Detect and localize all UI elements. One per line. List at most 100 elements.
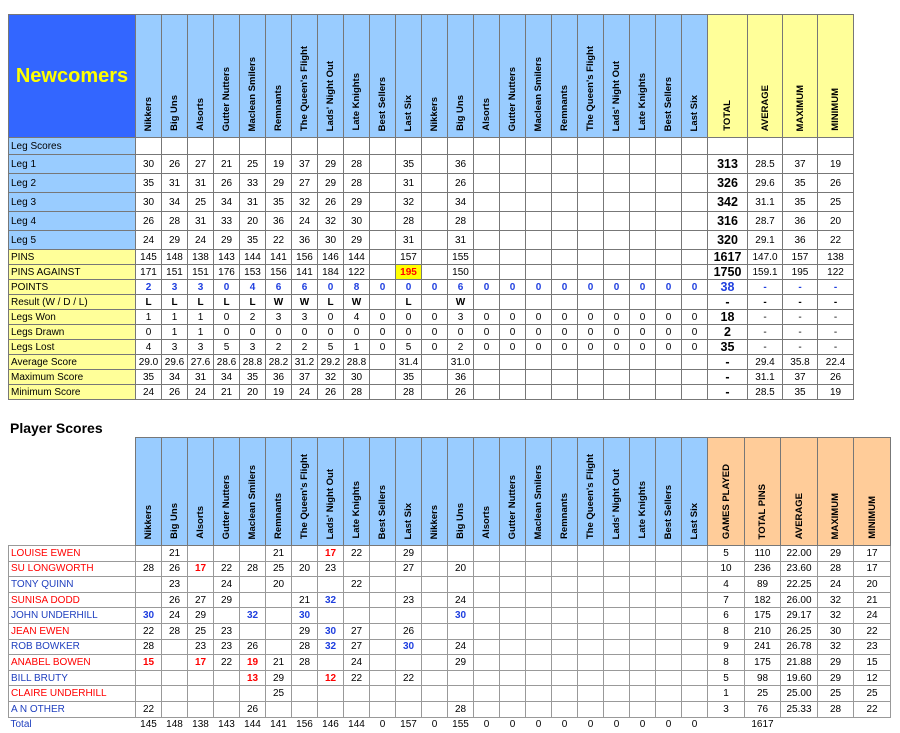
cell: 0 — [369, 339, 396, 355]
cell — [655, 638, 682, 656]
cell: 24 — [447, 638, 474, 656]
cell: 26.78 — [780, 638, 818, 656]
cell: 29 — [343, 230, 370, 250]
header-text: Gutter Nutters — [221, 66, 232, 131]
header-text: Best Sellers — [377, 484, 388, 539]
cell — [747, 137, 783, 155]
header-text: Alsorts — [481, 98, 492, 131]
cell: 0 — [499, 309, 526, 325]
row-label: Leg 1 — [8, 154, 136, 174]
cell: 23 — [853, 638, 891, 656]
header-text: Lads' Night Out — [325, 468, 336, 539]
cell: 241 — [744, 638, 781, 656]
cell — [655, 669, 682, 687]
cell: 32 — [317, 211, 344, 231]
cell — [369, 638, 396, 656]
cell: 0 — [655, 339, 682, 355]
cell — [421, 622, 448, 640]
cell — [265, 700, 292, 718]
cell — [187, 700, 214, 718]
player-name: CLAIRE UNDERHILL — [8, 685, 136, 702]
cell — [317, 576, 344, 593]
cell — [577, 591, 604, 609]
cell — [421, 354, 448, 370]
cell: 19 — [265, 154, 292, 174]
cell: 25 — [187, 192, 214, 212]
cell — [213, 685, 240, 702]
cell: 145 — [135, 249, 162, 265]
cell: 35 — [707, 339, 748, 355]
cell — [577, 154, 604, 174]
cell: 122 — [817, 264, 854, 280]
cell — [655, 685, 682, 702]
cell: 146 — [317, 249, 344, 265]
cell — [655, 369, 682, 385]
header-text: Big Uns — [169, 95, 180, 131]
cell — [499, 545, 526, 562]
cell: W — [291, 294, 318, 310]
cell — [577, 607, 604, 624]
cell: 22 — [213, 560, 240, 578]
cell: 0 — [665, 719, 672, 731]
cell — [525, 137, 552, 155]
cell — [525, 669, 552, 687]
cell: - — [782, 294, 818, 310]
header-text: Nikkers — [429, 96, 440, 131]
cell: 2 — [447, 339, 474, 355]
cell: L — [213, 294, 240, 310]
row-label: Legs Drawn — [8, 324, 136, 340]
row: Leg Scores — [8, 137, 854, 155]
cell — [239, 622, 266, 640]
cell — [577, 700, 604, 718]
cell: 30 — [291, 607, 318, 624]
cell — [291, 669, 318, 687]
cell: 25 — [817, 192, 854, 212]
team-header: Maclean Smilers — [525, 437, 552, 546]
cell — [629, 560, 656, 578]
row-label: Legs Lost — [8, 339, 136, 355]
header-text: Maclean Smilers — [247, 464, 258, 539]
header-text: The Queen's Flight — [299, 453, 310, 539]
cell — [473, 654, 500, 671]
cell: 32 — [817, 638, 854, 656]
cell: 0 — [431, 719, 438, 731]
header-text: Maclean Smilers — [247, 56, 258, 131]
cell: 3 — [707, 700, 745, 718]
cell — [161, 685, 188, 702]
cell — [369, 137, 396, 155]
cell — [551, 369, 578, 385]
cell — [551, 384, 578, 400]
total-row: Total 145 148 138 143 144 141 156 146 144 0 157 0 155… — [8, 717, 891, 733]
cell: 30 — [135, 192, 162, 212]
team-header: Alsorts — [473, 437, 500, 546]
cell — [213, 607, 240, 624]
cell: 12 — [317, 669, 344, 687]
cell: 19 — [817, 154, 854, 174]
cell: - — [782, 279, 818, 295]
cell: 22 — [343, 576, 370, 593]
cell: 195 — [782, 264, 818, 280]
cell — [421, 192, 448, 212]
cell: - — [817, 309, 854, 325]
cell: 35 — [265, 192, 292, 212]
cell — [525, 700, 552, 718]
cell — [499, 192, 526, 212]
cell: 1 — [161, 309, 188, 325]
cell — [551, 545, 578, 562]
cell: 7 — [707, 591, 745, 609]
cell — [681, 249, 708, 265]
cell — [681, 622, 708, 640]
header-row: Nikkers Big Uns Alsorts Gutter Nutters Macle… — [8, 437, 891, 546]
cell — [421, 607, 448, 624]
cell — [317, 685, 344, 702]
cell: 0 — [603, 279, 630, 295]
cell: 29 — [265, 669, 292, 687]
cell: W — [447, 294, 474, 310]
cell: 20 — [265, 576, 292, 593]
cell — [681, 369, 708, 385]
cell — [551, 154, 578, 174]
cell: 37 — [782, 154, 818, 174]
cell — [525, 294, 552, 310]
cell: 0 — [499, 279, 526, 295]
